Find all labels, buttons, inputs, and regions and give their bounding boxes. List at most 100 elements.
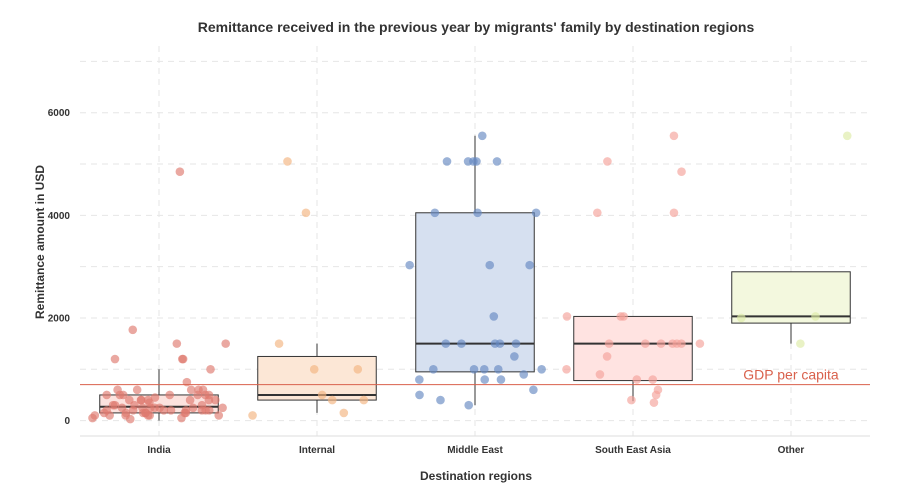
data-point <box>480 365 489 374</box>
data-point <box>562 365 571 374</box>
data-point <box>537 365 546 374</box>
data-point <box>457 339 466 348</box>
data-point <box>512 339 521 348</box>
data-point <box>102 391 111 400</box>
data-point <box>480 375 489 384</box>
data-point <box>494 365 503 374</box>
data-point <box>737 314 746 323</box>
data-point <box>165 391 174 400</box>
data-point <box>469 157 478 166</box>
data-point <box>696 339 705 348</box>
data-point <box>201 406 210 415</box>
box-internal <box>258 356 377 400</box>
data-point <box>405 261 414 270</box>
box-south-east-asia <box>574 316 693 380</box>
data-point <box>470 365 479 374</box>
y-tick-label: 4000 <box>48 211 71 222</box>
x-tick-label: Middle East <box>447 445 503 456</box>
y-tick-label: 6000 <box>48 108 71 119</box>
data-point <box>193 391 202 400</box>
data-point <box>677 339 686 348</box>
data-point <box>627 396 636 405</box>
data-point <box>490 312 499 321</box>
data-point <box>650 398 659 407</box>
data-point <box>283 157 292 166</box>
data-point <box>473 208 482 217</box>
data-point <box>206 365 215 374</box>
x-tick-label: India <box>147 445 171 456</box>
data-point <box>128 325 137 334</box>
data-point <box>360 396 369 405</box>
data-point <box>441 339 450 348</box>
data-point <box>186 396 195 405</box>
data-point <box>677 167 686 176</box>
data-point <box>431 208 440 217</box>
data-point <box>493 157 502 166</box>
data-point <box>633 375 642 384</box>
data-point <box>510 352 519 361</box>
data-point <box>105 411 114 420</box>
data-point <box>176 167 185 176</box>
data-point <box>145 411 154 420</box>
x-tick-label: Internal <box>299 445 335 456</box>
y-tick-label: 0 <box>64 416 70 427</box>
data-point <box>443 157 452 166</box>
data-point <box>529 386 538 395</box>
data-point <box>641 339 650 348</box>
data-point <box>133 386 142 395</box>
data-point <box>218 403 227 412</box>
data-point <box>603 157 612 166</box>
data-point <box>318 391 327 400</box>
y-tick-label: 2000 <box>48 313 71 324</box>
data-point <box>310 365 319 374</box>
data-point <box>811 312 820 321</box>
gdp-reference-label: GDP per capita <box>743 367 839 383</box>
data-point <box>415 391 424 400</box>
data-point <box>340 409 349 418</box>
data-point <box>88 414 97 423</box>
data-point <box>173 339 182 348</box>
data-point <box>221 339 230 348</box>
data-point <box>657 339 666 348</box>
data-point <box>111 355 120 364</box>
data-point <box>205 396 214 405</box>
data-point <box>670 208 679 217</box>
data-point <box>167 406 176 415</box>
data-point <box>648 375 657 384</box>
data-point <box>478 132 487 141</box>
data-point <box>429 365 438 374</box>
data-point <box>796 339 805 348</box>
data-point <box>177 414 186 423</box>
data-point <box>497 375 506 384</box>
data-point <box>670 132 679 141</box>
data-point <box>532 208 541 217</box>
data-point <box>275 339 284 348</box>
boxes <box>100 136 851 421</box>
data-point <box>603 352 612 361</box>
data-point <box>563 312 572 321</box>
data-point <box>116 391 125 400</box>
x-axis-title: Destination regions <box>420 469 532 483</box>
data-point <box>485 261 494 270</box>
data-point <box>519 370 528 379</box>
data-point <box>619 312 628 321</box>
data-point <box>353 365 362 374</box>
data-point <box>126 415 135 424</box>
data-point <box>214 411 223 420</box>
data-point <box>843 132 852 141</box>
data-point <box>593 208 602 217</box>
x-tick-label: Other <box>778 445 805 456</box>
data-point <box>652 391 661 400</box>
data-point <box>668 339 677 348</box>
data-point <box>415 375 424 384</box>
chart-title: Remittance received in the previous year… <box>198 19 755 35</box>
data-point <box>178 355 187 364</box>
data-point <box>436 396 445 405</box>
box-middle-east <box>416 213 535 372</box>
data-point <box>302 208 311 217</box>
data-point <box>525 261 534 270</box>
data-point <box>496 339 505 348</box>
data-point <box>248 411 257 420</box>
box-other <box>732 272 851 323</box>
data-point <box>596 370 605 379</box>
